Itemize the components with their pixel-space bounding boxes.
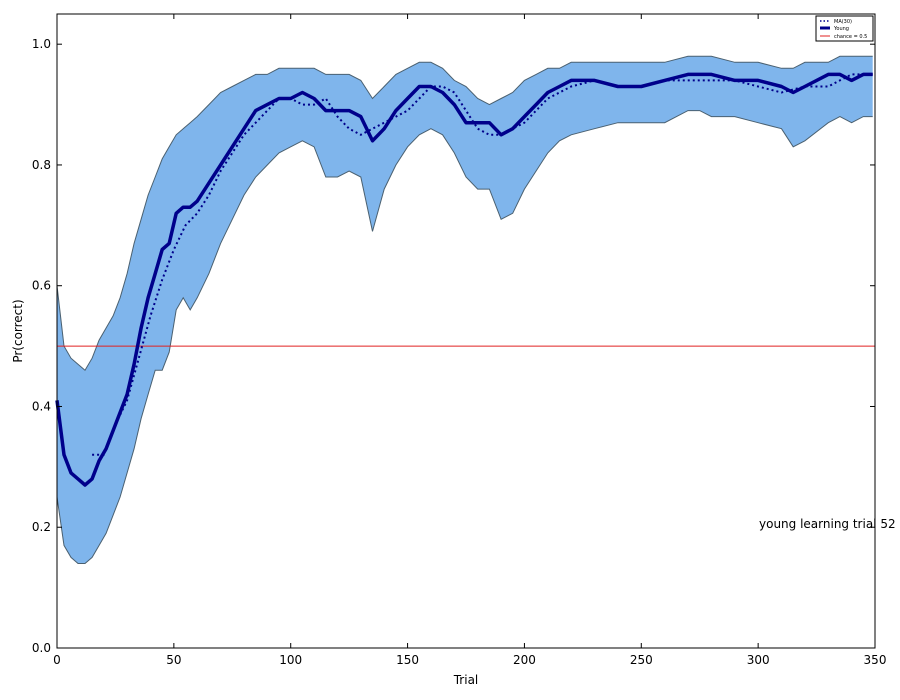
annotation-text: young learning trial 52 xyxy=(759,517,896,531)
y-tick-label: 0.8 xyxy=(32,158,51,172)
y-tick-label: 0.0 xyxy=(32,641,51,655)
series-young-line xyxy=(55,72,873,487)
plot-layer xyxy=(55,55,875,564)
plot-frame xyxy=(56,13,876,649)
x-tick-label: 200 xyxy=(513,653,536,667)
confidence-band xyxy=(57,56,873,564)
y-tick-label: 0.4 xyxy=(32,399,51,413)
band-lower-edge xyxy=(56,110,873,564)
x-tick-label: 350 xyxy=(864,653,887,667)
x-tick-label: 100 xyxy=(279,653,302,667)
legend-label-chance: chance = 0.5 xyxy=(834,34,867,40)
band-upper-edge xyxy=(56,55,873,371)
series-ma30-line xyxy=(92,73,873,456)
x-tick-label: 300 xyxy=(747,653,770,667)
legend-label-young: Young xyxy=(833,26,849,32)
x-tick-label: 150 xyxy=(396,653,419,667)
x-tick-label: 50 xyxy=(166,653,181,667)
legend: MA(30) Young chance = 0.5 xyxy=(815,15,874,42)
y-tick-label: 0.6 xyxy=(32,279,51,293)
y-tick-label: 0.2 xyxy=(32,520,51,534)
x-axis-label: Trial xyxy=(453,673,479,687)
legend-label-ma: MA(30) xyxy=(834,19,852,25)
ticks-layer: 0 50 100 150 200 250 300 350 0.0 0.2 0.4 0.6 0.8 1.0 xyxy=(32,14,887,667)
y-axis-label: Pr(correct) xyxy=(11,299,25,362)
x-tick-label: 250 xyxy=(630,653,653,667)
y-tick-label: 1.0 xyxy=(32,37,51,51)
x-tick-label: 0 xyxy=(53,653,61,667)
